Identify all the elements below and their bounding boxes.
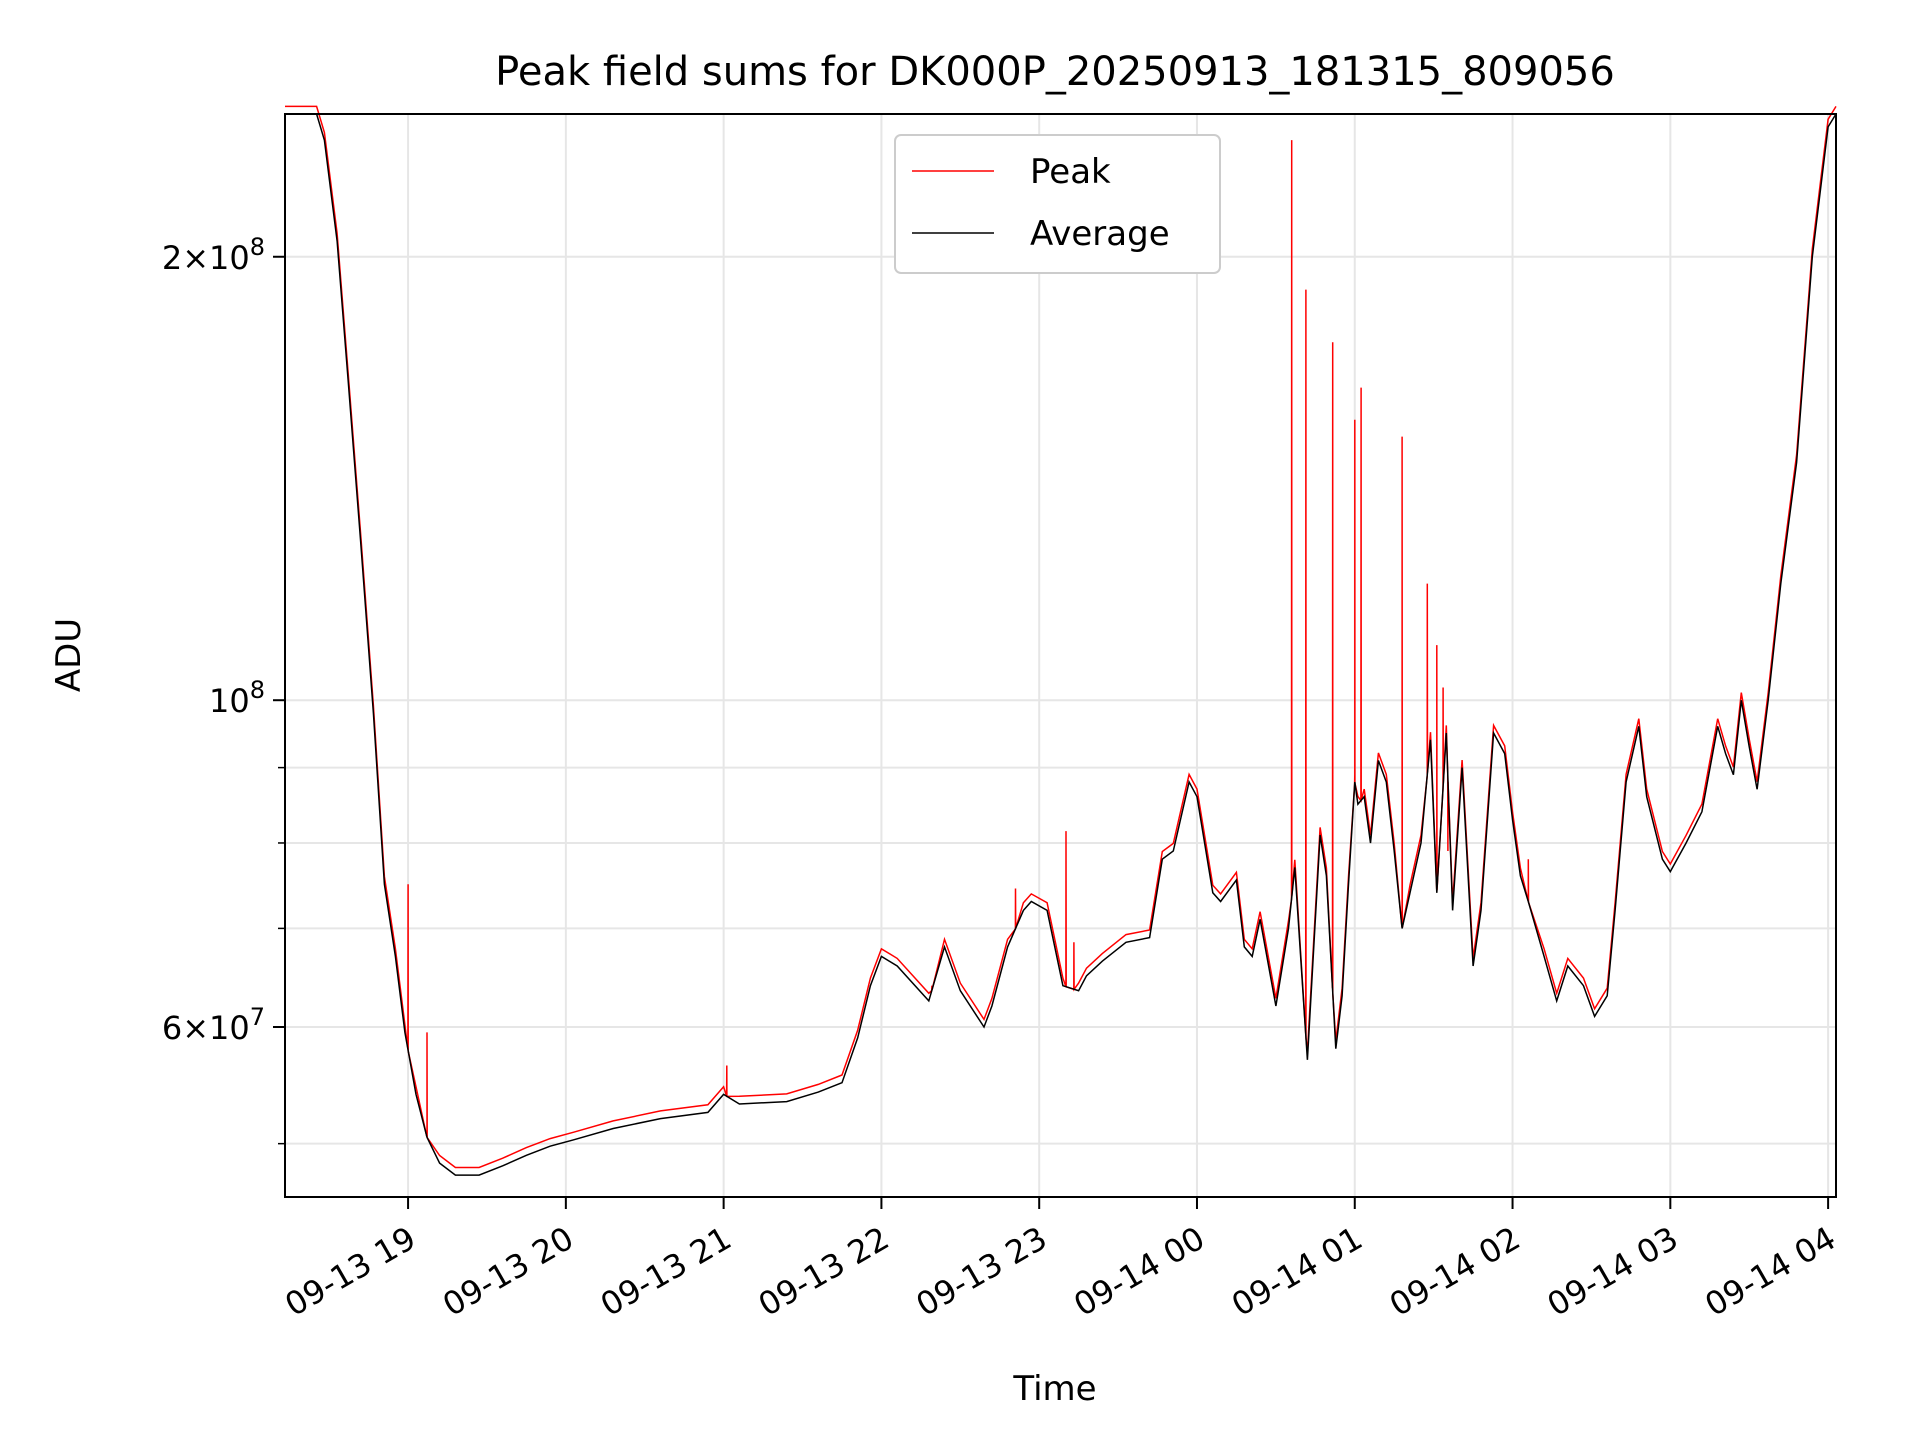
plot-area <box>285 105 1837 1176</box>
y-tick-label: 108 <box>209 676 265 720</box>
average-series-line <box>285 113 1837 1176</box>
grid <box>285 114 1836 1197</box>
y-axis-label: ADU <box>49 618 89 692</box>
legend-peak-label: Peak <box>1030 152 1111 192</box>
axes-frame <box>284 113 1837 1198</box>
chart-title: Peak field sums for DK000P_20250913_1813… <box>495 49 1615 95</box>
legend-average-label: Average <box>1030 214 1170 254</box>
y-axis: 6×107 108 2×108 <box>162 233 285 1145</box>
y-tick-label: 6×107 <box>162 1003 265 1047</box>
y-tick-label: 2×108 <box>162 233 265 277</box>
x-axis-label: Time <box>1012 1369 1096 1409</box>
legend-box <box>894 134 1221 274</box>
legend: Peak Average <box>894 134 1221 274</box>
